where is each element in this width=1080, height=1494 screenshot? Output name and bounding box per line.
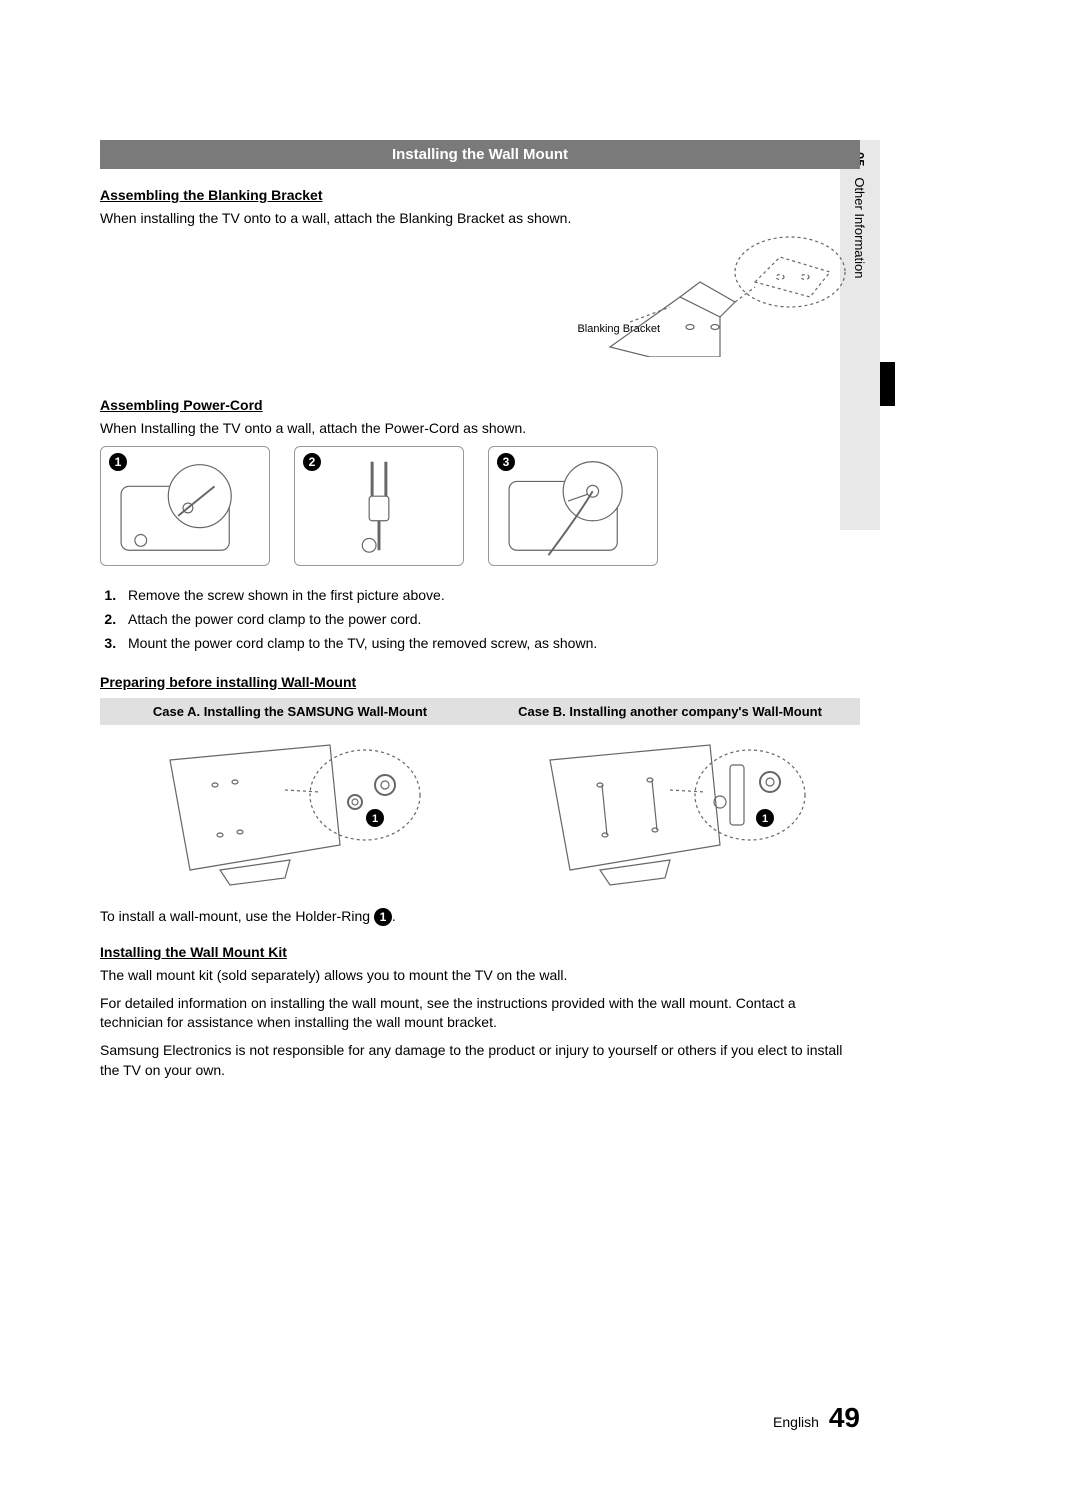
kit-p2: For detailed information on installing t… bbox=[100, 994, 860, 1033]
panel-step-3: 3 bbox=[488, 446, 658, 566]
side-tab-marker bbox=[880, 362, 895, 406]
holder-ring-number: 1 bbox=[374, 908, 392, 926]
panel-step-2: 2 bbox=[294, 446, 464, 566]
heading-power-cord: Assembling Power-Cord bbox=[100, 397, 860, 413]
diagram-case-a: 1 bbox=[100, 725, 480, 895]
step-1: Remove the screw shown in the first pict… bbox=[120, 584, 860, 608]
section-title: Installing the Wall Mount bbox=[100, 140, 860, 169]
page-number: 49 bbox=[829, 1402, 860, 1433]
heading-preparing: Preparing before installing Wall-Mount bbox=[100, 674, 860, 690]
heading-kit: Installing the Wall Mount Kit bbox=[100, 944, 860, 960]
diagram-case-b: 1 bbox=[480, 725, 860, 895]
case-b-title: Case B. Installing another company's Wal… bbox=[480, 698, 860, 725]
page-footer: English 49 bbox=[773, 1402, 860, 1434]
kit-p1: The wall mount kit (sold separately) all… bbox=[100, 966, 860, 986]
step-3: Mount the power cord clamp to the TV, us… bbox=[120, 632, 860, 656]
step-2: Attach the power cord clamp to the power… bbox=[120, 608, 860, 632]
power-cord-panels: 1 2 bbox=[100, 446, 860, 566]
kit-p3: Samsung Electronics is not responsible f… bbox=[100, 1041, 860, 1080]
holder-ring-text: To install a wall-mount, use the Holder-… bbox=[100, 907, 860, 927]
case-a-title: Case A. Installing the SAMSUNG Wall-Moun… bbox=[100, 698, 480, 725]
panel-step-1: 1 bbox=[100, 446, 270, 566]
text-power-cord-body: When Installing the TV onto a wall, atta… bbox=[100, 419, 860, 439]
heading-blanking-bracket: Assembling the Blanking Bracket bbox=[100, 187, 860, 203]
svg-text:1: 1 bbox=[762, 813, 768, 825]
power-cord-steps: Remove the screw shown in the first pict… bbox=[100, 584, 860, 655]
footer-language: English bbox=[773, 1414, 819, 1430]
svg-text:1: 1 bbox=[372, 813, 378, 825]
diagram-blanking-bracket bbox=[580, 227, 860, 357]
